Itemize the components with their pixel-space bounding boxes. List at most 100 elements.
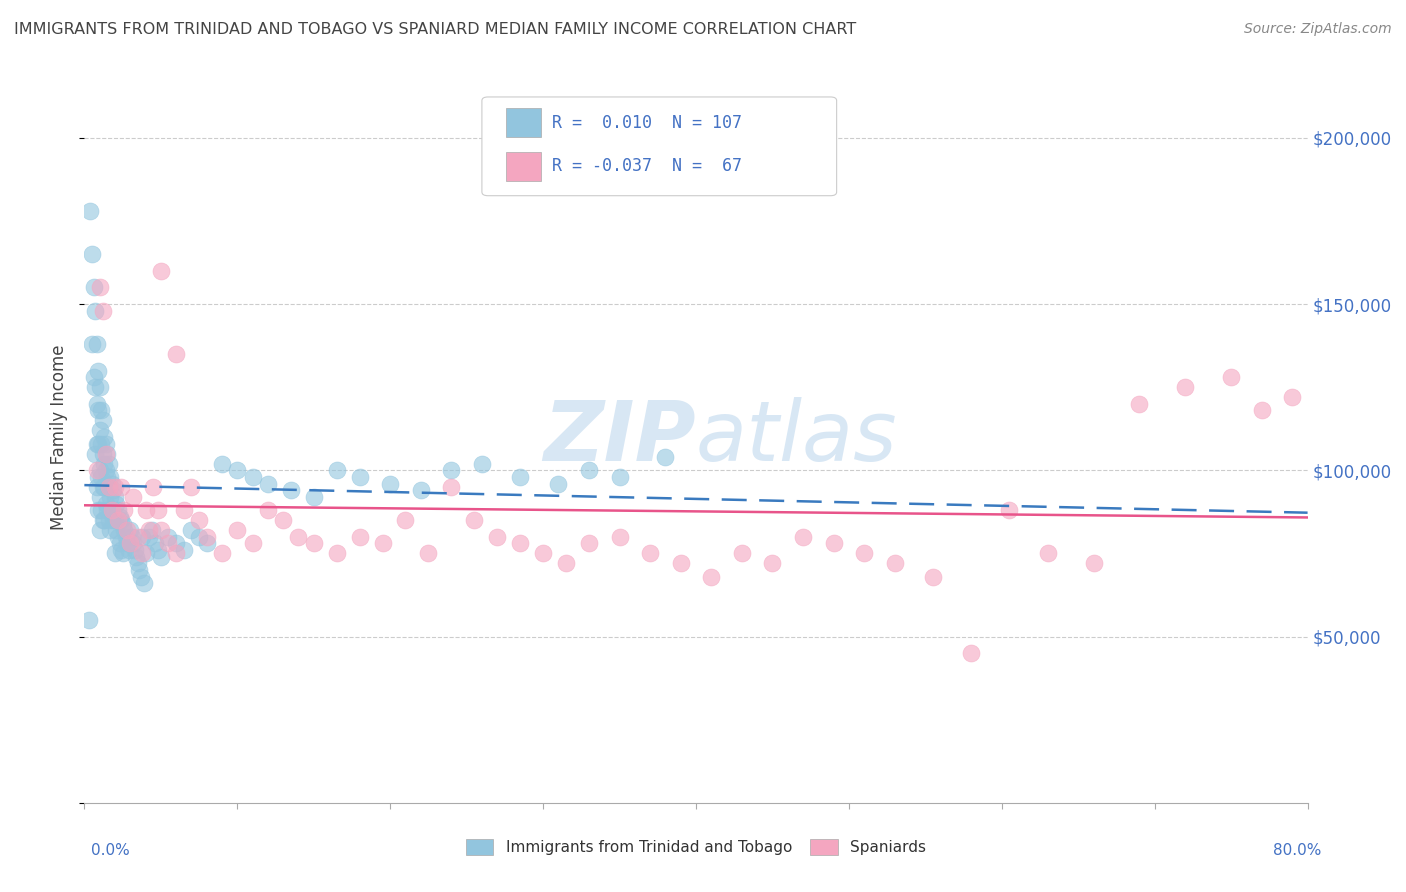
Point: [853, 546, 876, 560]
Point: [823, 536, 845, 550]
Point: [609, 530, 631, 544]
Point: [380, 476, 402, 491]
Point: [463, 513, 485, 527]
Point: [108, 509, 131, 524]
Point: [1250, 403, 1272, 417]
Point: [325, 463, 347, 477]
Point: [998, 503, 1021, 517]
Text: R =  0.010  N = 107: R = 0.010 N = 107: [551, 113, 741, 131]
Point: [98, 523, 121, 537]
Point: [103, 483, 125, 498]
Text: ZIP: ZIP: [543, 397, 696, 477]
Point: [131, 546, 153, 560]
Point: [135, 503, 157, 517]
Point: [173, 543, 195, 558]
Point: [149, 523, 172, 537]
Point: [761, 557, 783, 571]
Point: [960, 646, 983, 660]
Point: [94, 497, 117, 511]
Point: [87, 470, 110, 484]
Point: [96, 470, 118, 484]
Point: [84, 447, 107, 461]
Point: [90, 436, 112, 450]
Point: [90, 470, 112, 484]
Point: [700, 570, 723, 584]
Point: [120, 536, 142, 550]
Point: [127, 530, 149, 544]
Point: [114, 530, 136, 544]
Point: [115, 536, 138, 550]
Point: [731, 546, 754, 560]
Point: [80, 337, 103, 351]
Text: IMMIGRANTS FROM TRINIDAD AND TOBAGO VS SPANIARD MEDIAN FAMILY INCOME CORRELATION: IMMIGRANTS FROM TRINIDAD AND TOBAGO VS S…: [14, 22, 856, 37]
FancyBboxPatch shape: [482, 97, 837, 195]
Point: [98, 470, 121, 484]
Point: [110, 480, 132, 494]
Point: [105, 523, 128, 537]
Point: [1083, 557, 1105, 571]
Point: [93, 430, 115, 444]
Point: [103, 513, 125, 527]
Point: [89, 424, 111, 438]
Point: [80, 247, 103, 261]
Point: [578, 463, 600, 477]
Text: 80.0%: 80.0%: [1274, 843, 1322, 858]
Text: Source: ZipAtlas.com: Source: ZipAtlas.com: [1244, 22, 1392, 37]
Point: [87, 363, 110, 377]
Point: [146, 503, 169, 517]
Point: [280, 483, 302, 498]
Point: [91, 413, 114, 427]
Point: [118, 543, 141, 558]
Point: [146, 543, 169, 558]
Point: [135, 546, 157, 560]
Point: [94, 463, 117, 477]
Point: [287, 530, 309, 544]
Point: [509, 536, 531, 550]
Point: [89, 490, 111, 504]
Point: [111, 546, 134, 560]
Point: [226, 463, 249, 477]
Point: [115, 523, 138, 537]
Point: [86, 337, 108, 351]
Point: [101, 503, 124, 517]
Point: [91, 513, 114, 527]
Point: [121, 530, 143, 544]
Y-axis label: Median Family Income: Median Family Income: [51, 344, 69, 530]
Point: [486, 530, 509, 544]
Point: [440, 480, 463, 494]
Point: [97, 457, 120, 471]
Point: [1174, 380, 1197, 394]
Point: [547, 476, 569, 491]
Point: [129, 570, 152, 584]
Point: [120, 523, 142, 537]
Point: [165, 546, 187, 560]
Point: [302, 490, 325, 504]
Point: [89, 523, 111, 537]
Point: [349, 470, 371, 484]
Text: atlas: atlas: [696, 397, 897, 477]
Point: [188, 513, 211, 527]
Point: [142, 480, 165, 494]
Point: [107, 530, 129, 544]
Point: [101, 503, 124, 517]
Point: [242, 470, 264, 484]
Point: [471, 457, 494, 471]
Bar: [506, 108, 541, 137]
Point: [922, 570, 945, 584]
Point: [97, 480, 120, 494]
Bar: [506, 152, 541, 181]
Point: [94, 436, 117, 450]
Point: [86, 436, 108, 450]
Point: [149, 549, 172, 564]
Point: [195, 530, 218, 544]
Point: [654, 450, 676, 464]
Point: [609, 470, 631, 484]
Point: [211, 546, 233, 560]
Point: [122, 536, 145, 550]
Point: [86, 397, 108, 411]
Point: [93, 513, 115, 527]
Point: [97, 480, 120, 494]
Point: [98, 490, 121, 504]
Point: [257, 503, 280, 517]
Point: [110, 513, 132, 527]
